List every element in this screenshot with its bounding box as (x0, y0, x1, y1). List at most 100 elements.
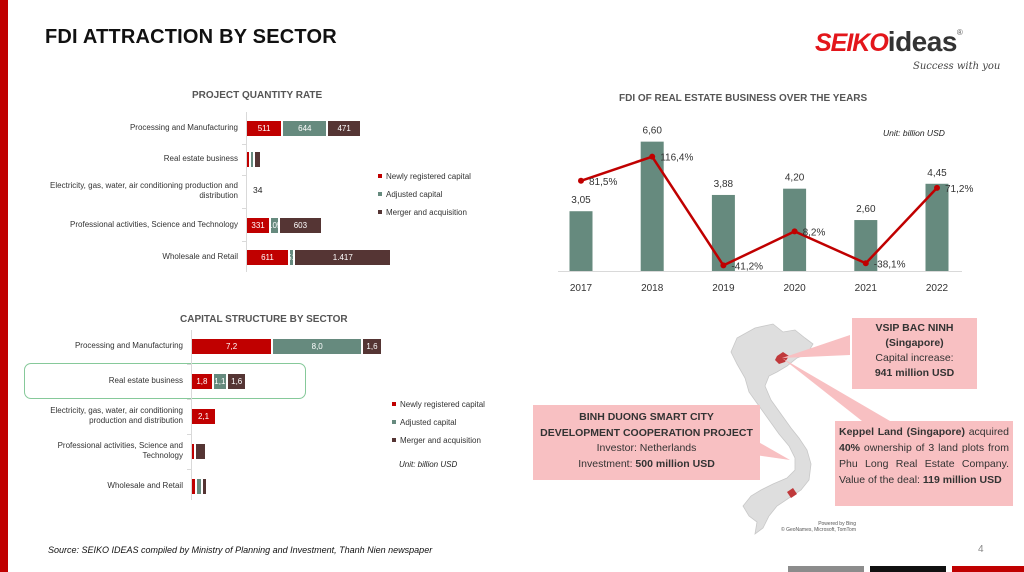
growth-rate-line (580, 155, 938, 267)
category-label: Real estate business (163, 154, 238, 163)
category-label: Real estate business (108, 376, 183, 385)
fdi-real-estate-unit: Unit: billion USD (883, 128, 945, 138)
project-quantity-axis (246, 112, 247, 272)
bar-segment: 105 (271, 217, 279, 233)
fdi-bar (711, 194, 735, 271)
vsip-pointer (782, 335, 850, 358)
fdi-bar (569, 211, 593, 271)
legend-swatch (392, 438, 396, 442)
capital-structure-title: CAPITAL STRUCTURE BY SECTOR (180, 314, 348, 325)
legend-item-merger: Merger and acquisition (378, 203, 471, 221)
callout-value: 941 million USD (874, 367, 955, 379)
legend-swatch (392, 420, 396, 424)
callout-bold: 40% (839, 442, 861, 454)
vsip-bac-ninh-callout: VSIP BAC NINH (Singapore) Capital increa… (852, 318, 977, 389)
category-label: Wholesale and Retail (107, 481, 183, 490)
legend-swatch (378, 192, 382, 196)
bar-segment (196, 443, 205, 459)
legend-label: Adjusted capital (386, 189, 443, 199)
callout-subtitle: (Singapore) (885, 337, 944, 349)
growth-rate-label: 71,2% (945, 184, 973, 195)
logo-seiko: SEIKO (815, 29, 889, 57)
source-note: Source: SEIKO IDEAS compiled by Ministry… (48, 545, 433, 555)
bar-segment: 1,6 (227, 373, 246, 389)
category-label: Electricity, gas, water, air conditionin… (50, 181, 238, 200)
callout-value-bold: 500 million USD (635, 457, 715, 470)
bar-value-label: 4,45 (927, 168, 947, 179)
legend-item-newly-registered: Newly registered capital (392, 395, 485, 413)
callout-text: ownership of 3 land plots from Phu Long … (839, 442, 1009, 486)
growth-rate-point (578, 177, 584, 184)
map-credit-line2: © GeoNames, Microsoft, TomTom (781, 527, 856, 533)
legend-item-adjusted: Adjusted capital (392, 413, 485, 431)
growth-rate-label: -38,1% (874, 259, 906, 270)
legend-swatch (378, 210, 382, 214)
bar-value-label: 6,60 (642, 126, 662, 137)
bar-segment: 51 (289, 249, 294, 265)
bar-segment (255, 151, 260, 167)
bar-segment: 1.417 (295, 249, 391, 265)
category-label: Processing and Manufacturing (74, 341, 183, 350)
bar-segment (197, 478, 201, 494)
callout-text: Investor: Netherlands (596, 442, 697, 454)
bar-segment: 644 (283, 120, 327, 136)
legend-label: Newly registered capital (400, 399, 485, 409)
bar-segment: 7,2 (192, 338, 272, 354)
x-tick-label: 2019 (712, 283, 735, 294)
growth-rate-label: 81,5% (589, 177, 617, 188)
axis-tick (242, 175, 247, 176)
callout-value: Investment: 500 million USD (533, 457, 760, 473)
footer-bar-red (952, 566, 1024, 572)
fdi-bar (925, 183, 949, 271)
category-label: Processing and Manufacturing (129, 123, 238, 132)
callout-title: BINH DUONG SMART CITY (579, 411, 714, 423)
bar-segment: 1,8 (192, 373, 212, 389)
axis-tick (187, 398, 192, 400)
bar-segment: 603 (280, 217, 321, 233)
bar-segment: 1,1 (213, 373, 226, 389)
bar-segment (251, 151, 253, 167)
axis-tick (242, 143, 247, 145)
category-label: Electricity, gas, water, air conditionin… (50, 406, 183, 425)
capital-structure-legend: Newly registered capital Adjusted capita… (392, 395, 485, 449)
fdi-real-estate-title: FDI OF REAL ESTATE BUSINESS OVER THE YEA… (619, 93, 868, 104)
axis-tick (187, 468, 192, 470)
page-number: 4 (978, 544, 984, 555)
real-estate-highlight (24, 363, 306, 399)
callout-value-prefix: Investment: (578, 457, 636, 470)
bar-segment: 8,0 (273, 338, 362, 354)
left-accent-stripe (0, 0, 8, 572)
footer-bar-black (870, 566, 946, 572)
growth-rate-point (934, 184, 940, 191)
x-tick-label: 2022 (926, 283, 949, 294)
bar-segment: 331 (247, 217, 270, 233)
callout-bold: 119 million USD (922, 474, 1002, 486)
x-tick-label: 2020 (783, 283, 806, 294)
callout-title-2: DEVELOPMENT COOPERATION PROJECT (540, 426, 753, 439)
category-label: Professional activities, Science and Tec… (57, 441, 183, 460)
bar-segment: 2,1 (192, 408, 216, 424)
axis-tick (187, 363, 192, 365)
legend-label: Newly registered capital (386, 171, 471, 181)
legend-swatch (392, 402, 396, 406)
callout-bold: Keppel Land (Singapore) (839, 426, 965, 438)
bar-value-label: 4,20 (785, 173, 805, 184)
legend-label: Merger and acquisition (386, 207, 467, 217)
fdi-bar (640, 141, 664, 271)
callout-text: Capital increase: (875, 352, 954, 364)
keppel-pointer (782, 358, 890, 421)
keppel-land-callout: Keppel Land (Singapore) acquired 40% own… (835, 421, 1013, 506)
seiko-ideas-logo: SEIKOideas® Success with you (815, 26, 1000, 72)
legend-item-newly-registered: Newly registered capital (378, 167, 471, 185)
legend-item-merger: Merger and acquisition (392, 431, 485, 449)
bar-segment (202, 478, 206, 494)
growth-rate-point (720, 262, 727, 269)
map-highlight-binh-duong (787, 488, 797, 498)
logo-tagline: Success with you (913, 61, 1001, 72)
bar-segment: 1,6 (363, 338, 381, 354)
growth-rate-label: -41,2% (731, 261, 763, 272)
growth-rate-point (862, 260, 869, 267)
legend-item-adjusted: Adjusted capital (378, 185, 471, 203)
map-credit-line1: Powered by Bing (818, 521, 856, 527)
